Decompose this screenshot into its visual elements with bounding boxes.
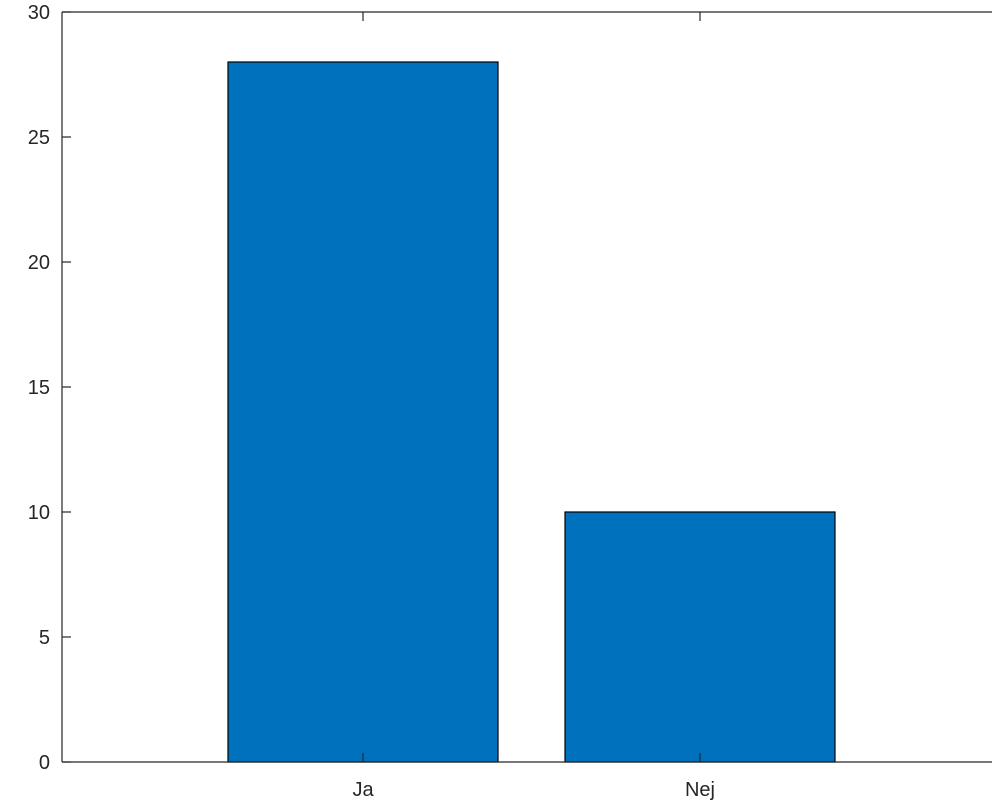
y-tick-label: 30 (28, 2, 50, 24)
y-tick-label: 0 (39, 752, 50, 774)
y-tick-label: 25 (28, 127, 50, 149)
bar-nej (564, 511, 836, 763)
y-tick-label: 15 (28, 377, 50, 399)
plot-area: 0 5 10 15 20 25 30 Ja Nej (28, 2, 992, 801)
y-tick-label: 10 (28, 502, 50, 524)
x-tick-label: Ja (352, 779, 374, 801)
y-tick-label: 5 (39, 627, 50, 649)
y-tick-label: 20 (28, 252, 50, 274)
bar-ja (227, 61, 499, 763)
x-tick-label: Nej (685, 779, 715, 801)
